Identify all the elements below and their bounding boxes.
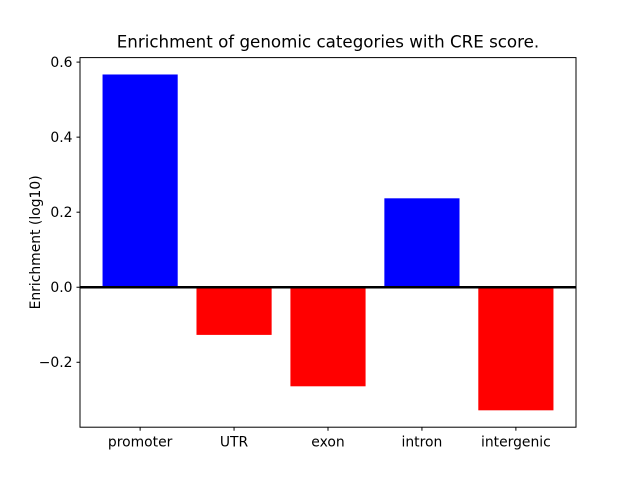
bar-UTR [196, 287, 272, 335]
y-tick-label: −0.2 [39, 355, 73, 371]
bar-promoter [102, 74, 178, 288]
y-tick-label: 0.0 [50, 280, 72, 296]
x-tick-label-promoter: promoter [108, 434, 173, 450]
x-tick-label-intergenic: intergenic [481, 434, 551, 450]
y-tick-label: 0.6 [50, 55, 72, 71]
y-tick-label: 0.2 [50, 205, 72, 221]
x-tick-label-intron: intron [402, 434, 443, 450]
bar-intron [384, 198, 460, 288]
y-tick-label: 0.4 [50, 130, 72, 146]
y-axis-label: Enrichment (log10) [28, 175, 44, 309]
bar-exon [290, 287, 366, 387]
bar-intergenic [478, 287, 554, 411]
x-tick-label-exon: exon [311, 434, 344, 450]
x-tick-label-UTR: UTR [220, 434, 249, 450]
chart-plot-area: promoter UTR exon intron intergenic −0.2 0.0 0.… [39, 55, 577, 450]
chart-title: Enrichment of genomic categories with CR… [117, 32, 539, 52]
